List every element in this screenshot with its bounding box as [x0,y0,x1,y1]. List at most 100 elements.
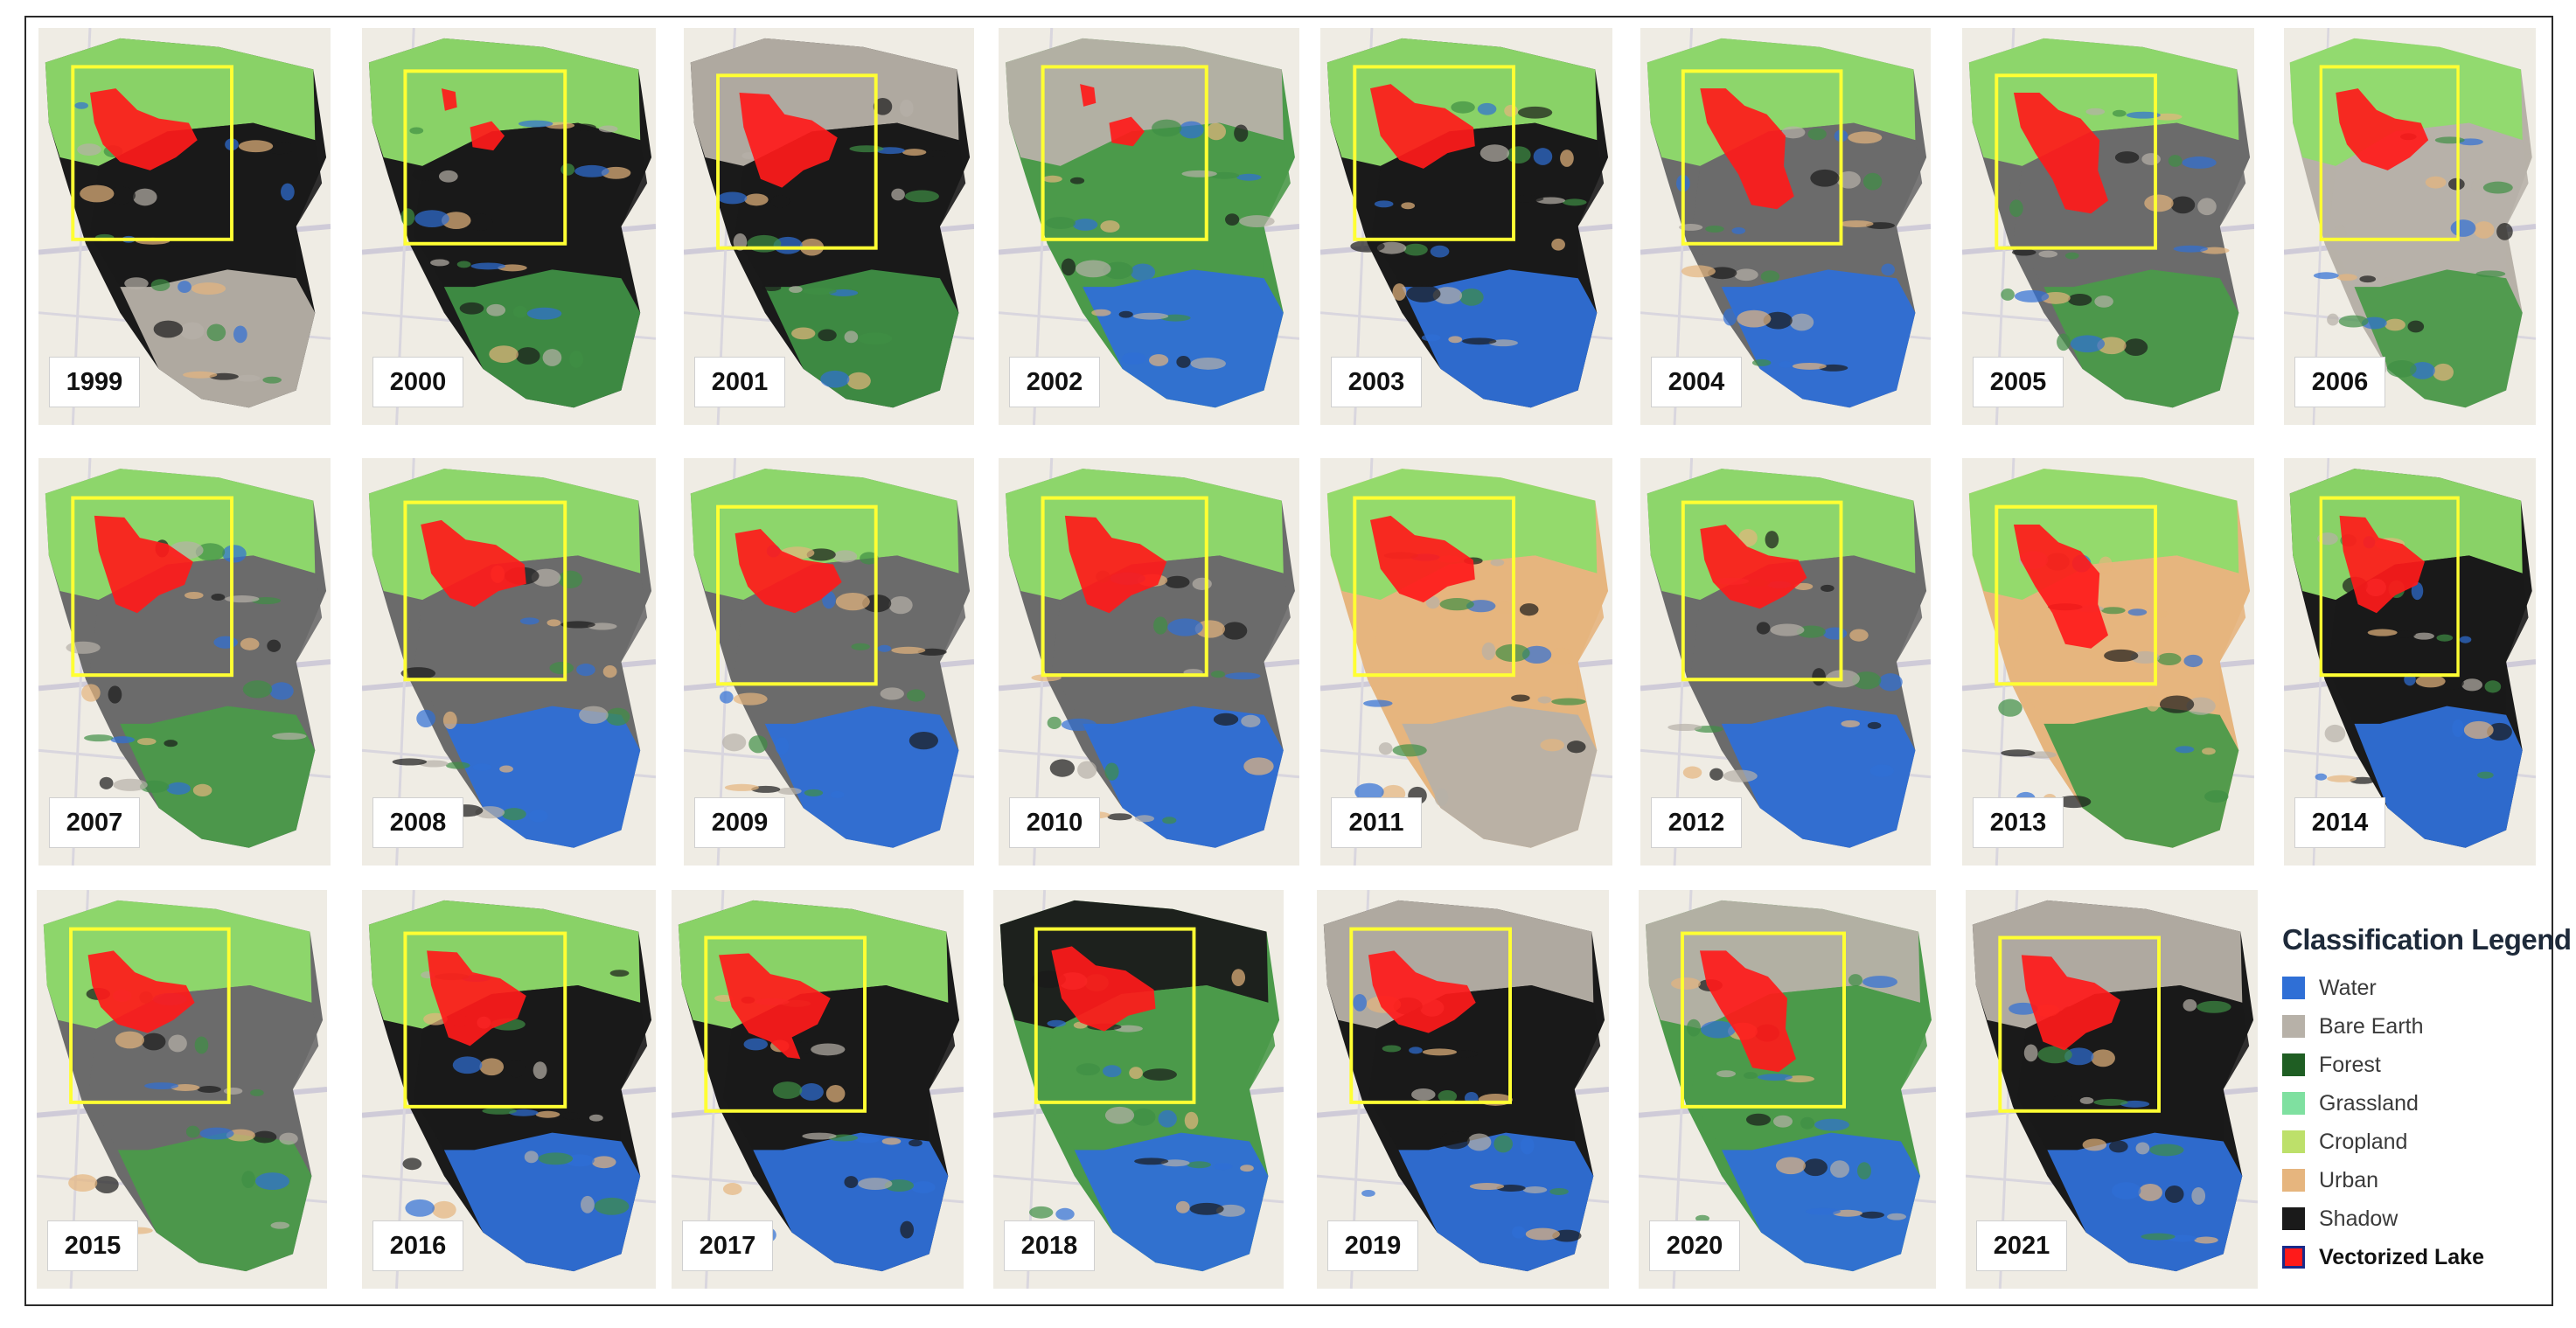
land-cover-patch [2385,318,2405,331]
land-cover-patch [1225,213,1240,226]
land-cover-patch [2099,556,2113,574]
study-area-box [1041,496,1208,678]
land-cover-patch [2436,634,2454,642]
classified-map [362,28,656,425]
map-panel-2000: 2000 [362,28,656,425]
vectorized-lake [2013,524,2108,649]
land-cover-patch [2170,196,2196,214]
vectorized-lake [89,88,198,170]
land-cover-patch [1243,757,1274,775]
classification-legend: Classification Legend Water Bare Earth For… [2282,923,2572,1290]
land-cover-patch [445,761,470,769]
land-cover-patch [1179,121,1204,139]
land-cover-patch [1477,102,1497,115]
land-cover-patch [142,1033,166,1051]
map-panel-1999: 1999 [38,28,331,425]
land-cover-patch [605,707,630,726]
land-cover-patch [2186,697,2216,715]
study-area-box [2319,496,2460,678]
study-area-box [704,935,867,1113]
land-cover-patch [835,592,870,611]
classified-map [684,28,974,425]
land-cover-patch [1077,761,1097,779]
study-area-box [1995,73,2157,250]
land-cover-patch [472,763,492,771]
legend-label: Urban [2319,1167,2379,1192]
land-cover-patch [538,1152,574,1165]
land-cover-patch [1848,131,1883,144]
land-cover-patch [1841,720,1860,727]
land-cover-patch [2452,719,2464,738]
land-cover-patch [2138,1184,2162,1201]
classified-map [362,458,656,866]
land-cover-patch [2317,532,2338,546]
land-cover-patch [1149,354,1169,366]
classified-map [38,458,331,866]
land-cover-patch [1511,1226,1526,1239]
land-cover-patch [1181,170,1217,177]
vectorized-lake [421,519,526,608]
land-cover-patch [900,99,914,117]
land-cover-patch [1807,128,1827,141]
map-panel-2017: 2017 [672,890,964,1289]
map-panel-2002: 2002 [999,28,1299,425]
land-cover-patch [811,1043,846,1056]
land-cover-patch [1533,148,1553,165]
study-area-box [69,927,231,1104]
land-cover-patch [452,1056,483,1074]
land-cover-patch [844,330,859,344]
land-cover-patch [168,1034,187,1053]
land-cover-patch [486,303,506,316]
study-area-box [1041,65,1208,241]
land-cover-patch [178,281,191,293]
land-cover-patch [535,1110,560,1118]
land-cover-patch [222,545,247,563]
land-cover-patch [499,765,513,773]
land-cover-patch [2067,293,2092,306]
land-cover-patch [1504,104,1518,117]
land-cover-patch [270,1221,290,1229]
land-cover-patch [402,1158,422,1171]
land-cover-south [1402,269,1598,408]
map-panel-2013: 2013 [1962,458,2254,866]
land-cover-patch [2410,361,2435,379]
land-cover-patch [1430,245,1450,258]
land-cover-patch [2127,608,2148,616]
map-panel-2004: 2004 [1640,28,1931,425]
land-cover-patch [1781,126,1806,139]
land-cover-patch [2183,998,2197,1012]
year-label: 2008 [372,797,463,848]
land-cover-patch [1566,740,1586,754]
study-area-box [403,500,567,682]
land-cover-patch [1540,739,1564,752]
year-label: 2015 [47,1220,138,1271]
land-cover-patch [1231,969,1246,987]
legend-swatch [2282,1092,2305,1115]
land-cover-patch [1392,744,1427,757]
land-cover-patch [1466,1133,1492,1151]
land-cover-south [443,1132,641,1272]
legend-item: Urban [2282,1161,2545,1199]
land-cover-patch [733,692,768,706]
land-cover-patch [1560,149,1574,167]
legend-label: Shadow [2319,1206,2398,1231]
land-cover-patch [1806,1207,1841,1215]
land-cover-patch [2336,274,2357,282]
land-cover-south [2043,269,2239,408]
land-cover-patch [1353,993,1367,1012]
land-cover-patch [1029,1206,1054,1219]
land-cover-patch [1153,616,1168,635]
land-cover-patch [1107,813,1132,821]
land-cover-patch [1681,265,1716,278]
legend-item: Cropland [2282,1123,2545,1161]
land-cover-patch [253,1130,277,1144]
land-cover-patch [777,787,802,795]
land-cover-patch [84,734,114,742]
land-cover-patch [1448,336,1463,344]
vectorized-lake [1080,84,1145,147]
land-cover-patch [1857,1162,1871,1180]
land-cover-patch [2057,795,2092,809]
land-cover-patch [2382,277,2395,285]
land-cover-patch [2109,1140,2128,1153]
land-cover-patch [2057,333,2071,351]
